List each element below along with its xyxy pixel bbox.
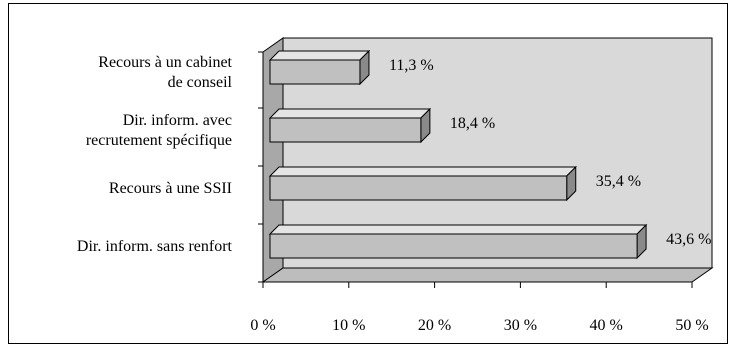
x-tick-label: 40 % bbox=[590, 317, 623, 334]
bar-top bbox=[268, 166, 577, 177]
x-tick-label: 20 % bbox=[418, 317, 451, 334]
bar bbox=[269, 59, 361, 85]
bar bbox=[269, 175, 568, 201]
category-label: recrutement spécifique bbox=[86, 132, 232, 149]
bar bbox=[269, 233, 638, 259]
x-tick-label: 10 % bbox=[332, 317, 365, 334]
category-label: de conseil bbox=[168, 74, 233, 91]
bar bbox=[269, 117, 422, 143]
value-label: 11,3 % bbox=[389, 57, 434, 74]
x-tick-label: 50 % bbox=[675, 317, 708, 334]
value-label: 35,4 % bbox=[596, 173, 641, 190]
category-label: Recours à un cabinet bbox=[98, 54, 232, 71]
plot-floor bbox=[261, 267, 714, 283]
x-tick-label: 30 % bbox=[504, 317, 537, 334]
value-label: 18,4 % bbox=[450, 115, 495, 132]
category-label: Recours à une SSII bbox=[109, 180, 232, 197]
category-label: Dir. inform. sans renfort bbox=[77, 238, 233, 255]
bar-top bbox=[268, 50, 371, 61]
bar-top bbox=[268, 224, 648, 235]
bar-top bbox=[268, 108, 432, 119]
x-tick-label: 0 % bbox=[250, 317, 275, 334]
category-label: Dir. inform. avec bbox=[123, 112, 232, 129]
value-label: 43,6 % bbox=[666, 231, 711, 248]
